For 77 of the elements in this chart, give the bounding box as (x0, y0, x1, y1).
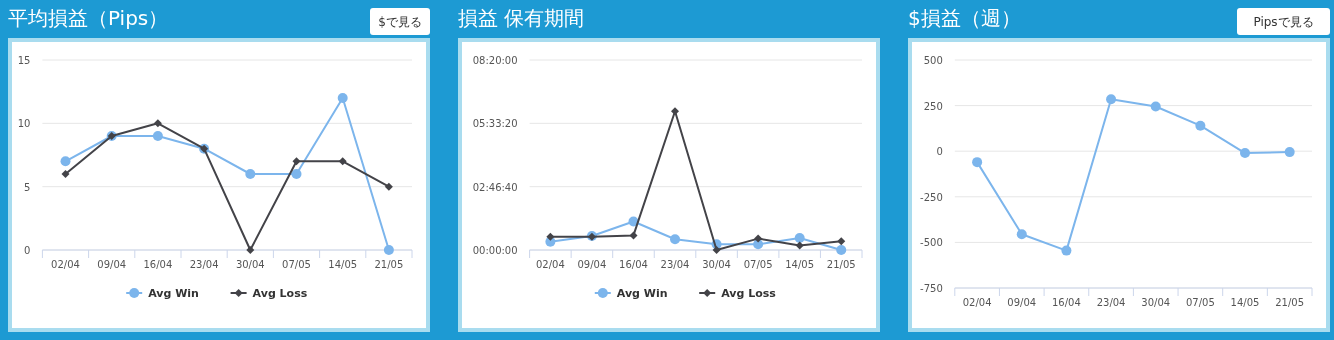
x-tick-label: 09/04 (1007, 297, 1037, 308)
x-tick-label: 21/05 (1275, 297, 1305, 308)
point (1150, 101, 1161, 112)
x-tick-label: 16/04 (619, 259, 648, 270)
y-tick-label: 5 (24, 181, 31, 193)
point (383, 245, 394, 255)
point (629, 231, 638, 240)
y-tick-label: -250 (920, 191, 943, 203)
point (152, 131, 163, 141)
point (1284, 147, 1295, 158)
y-tick-label: 15 (17, 55, 31, 66)
x-tick-label: 07/05 (743, 259, 773, 270)
x-tick-label: 14/05 (785, 259, 815, 270)
chart-title: 損益 保有期間 (458, 6, 585, 30)
point (292, 157, 301, 166)
point (61, 170, 70, 178)
point (671, 107, 680, 116)
legend-label: Avg Loss (721, 287, 777, 300)
point (1240, 148, 1251, 159)
chart-title: 平均損益（Pips） (8, 6, 169, 30)
x-tick-label: 02/04 (962, 297, 992, 308)
point (1195, 120, 1206, 131)
y-tick-label: 0 (936, 146, 943, 158)
point (153, 119, 162, 128)
x-tick-label: 16/04 (143, 259, 173, 270)
y-tick-label: 250 (923, 100, 943, 112)
point (972, 157, 983, 168)
point (1061, 245, 1072, 256)
x-tick-label: 30/04 (1141, 297, 1171, 308)
point (546, 232, 555, 241)
point (246, 246, 255, 254)
point (384, 182, 393, 191)
point (670, 234, 681, 245)
point (837, 237, 846, 246)
legend-label: Avg Loss (252, 287, 308, 300)
legend-label: Avg Win (148, 287, 199, 300)
point (754, 234, 763, 243)
x-tick-label: 09/04 (97, 259, 127, 270)
point (795, 241, 804, 250)
point (245, 169, 256, 179)
y-tick-label: 05:33:20 (472, 118, 518, 130)
x-tick-label: 21/05 (374, 259, 404, 270)
y-tick-label: -500 (920, 237, 943, 249)
y-tick-label: 10 (17, 118, 31, 130)
x-tick-label: 23/04 (660, 259, 690, 270)
y-tick-label: 08:20:00 (472, 55, 518, 66)
x-tick-label: 23/04 (1096, 297, 1126, 308)
point (836, 245, 847, 255)
point (291, 169, 302, 179)
point (794, 232, 805, 243)
x-tick-label: 16/04 (1052, 297, 1081, 308)
x-tick-label: 14/05 (1230, 297, 1260, 308)
x-tick-label: 30/04 (702, 259, 731, 270)
point (337, 93, 348, 103)
x-tick-label: 07/05 (282, 259, 311, 270)
x-tick-label: 23/04 (189, 259, 219, 270)
x-tick-label: 09/04 (577, 259, 607, 270)
point (1106, 94, 1117, 105)
y-tick-label: -750 (920, 283, 943, 294)
legend-label: Avg Win (616, 287, 668, 300)
view-button: $で見る (370, 8, 430, 35)
y-tick-label: 0 (24, 245, 31, 256)
x-tick-label: 07/05 (1185, 297, 1215, 308)
y-tick-label: 00:00:00 (472, 245, 518, 256)
x-tick-label: 30/04 (235, 259, 265, 270)
x-tick-label: 02/04 (51, 259, 80, 270)
x-tick-label: 14/05 (328, 259, 358, 270)
point (712, 246, 721, 254)
y-tick-label: 500 (923, 55, 943, 66)
point (338, 157, 347, 166)
y-tick-label: 02:46:40 (472, 181, 518, 193)
x-tick-label: 02/04 (535, 259, 565, 270)
x-tick-label: 21/05 (826, 259, 856, 270)
point (1016, 229, 1027, 240)
point (60, 156, 71, 167)
chart-title: $損益（週） (908, 6, 1021, 30)
view-button: Pipsで見る (1237, 8, 1330, 35)
